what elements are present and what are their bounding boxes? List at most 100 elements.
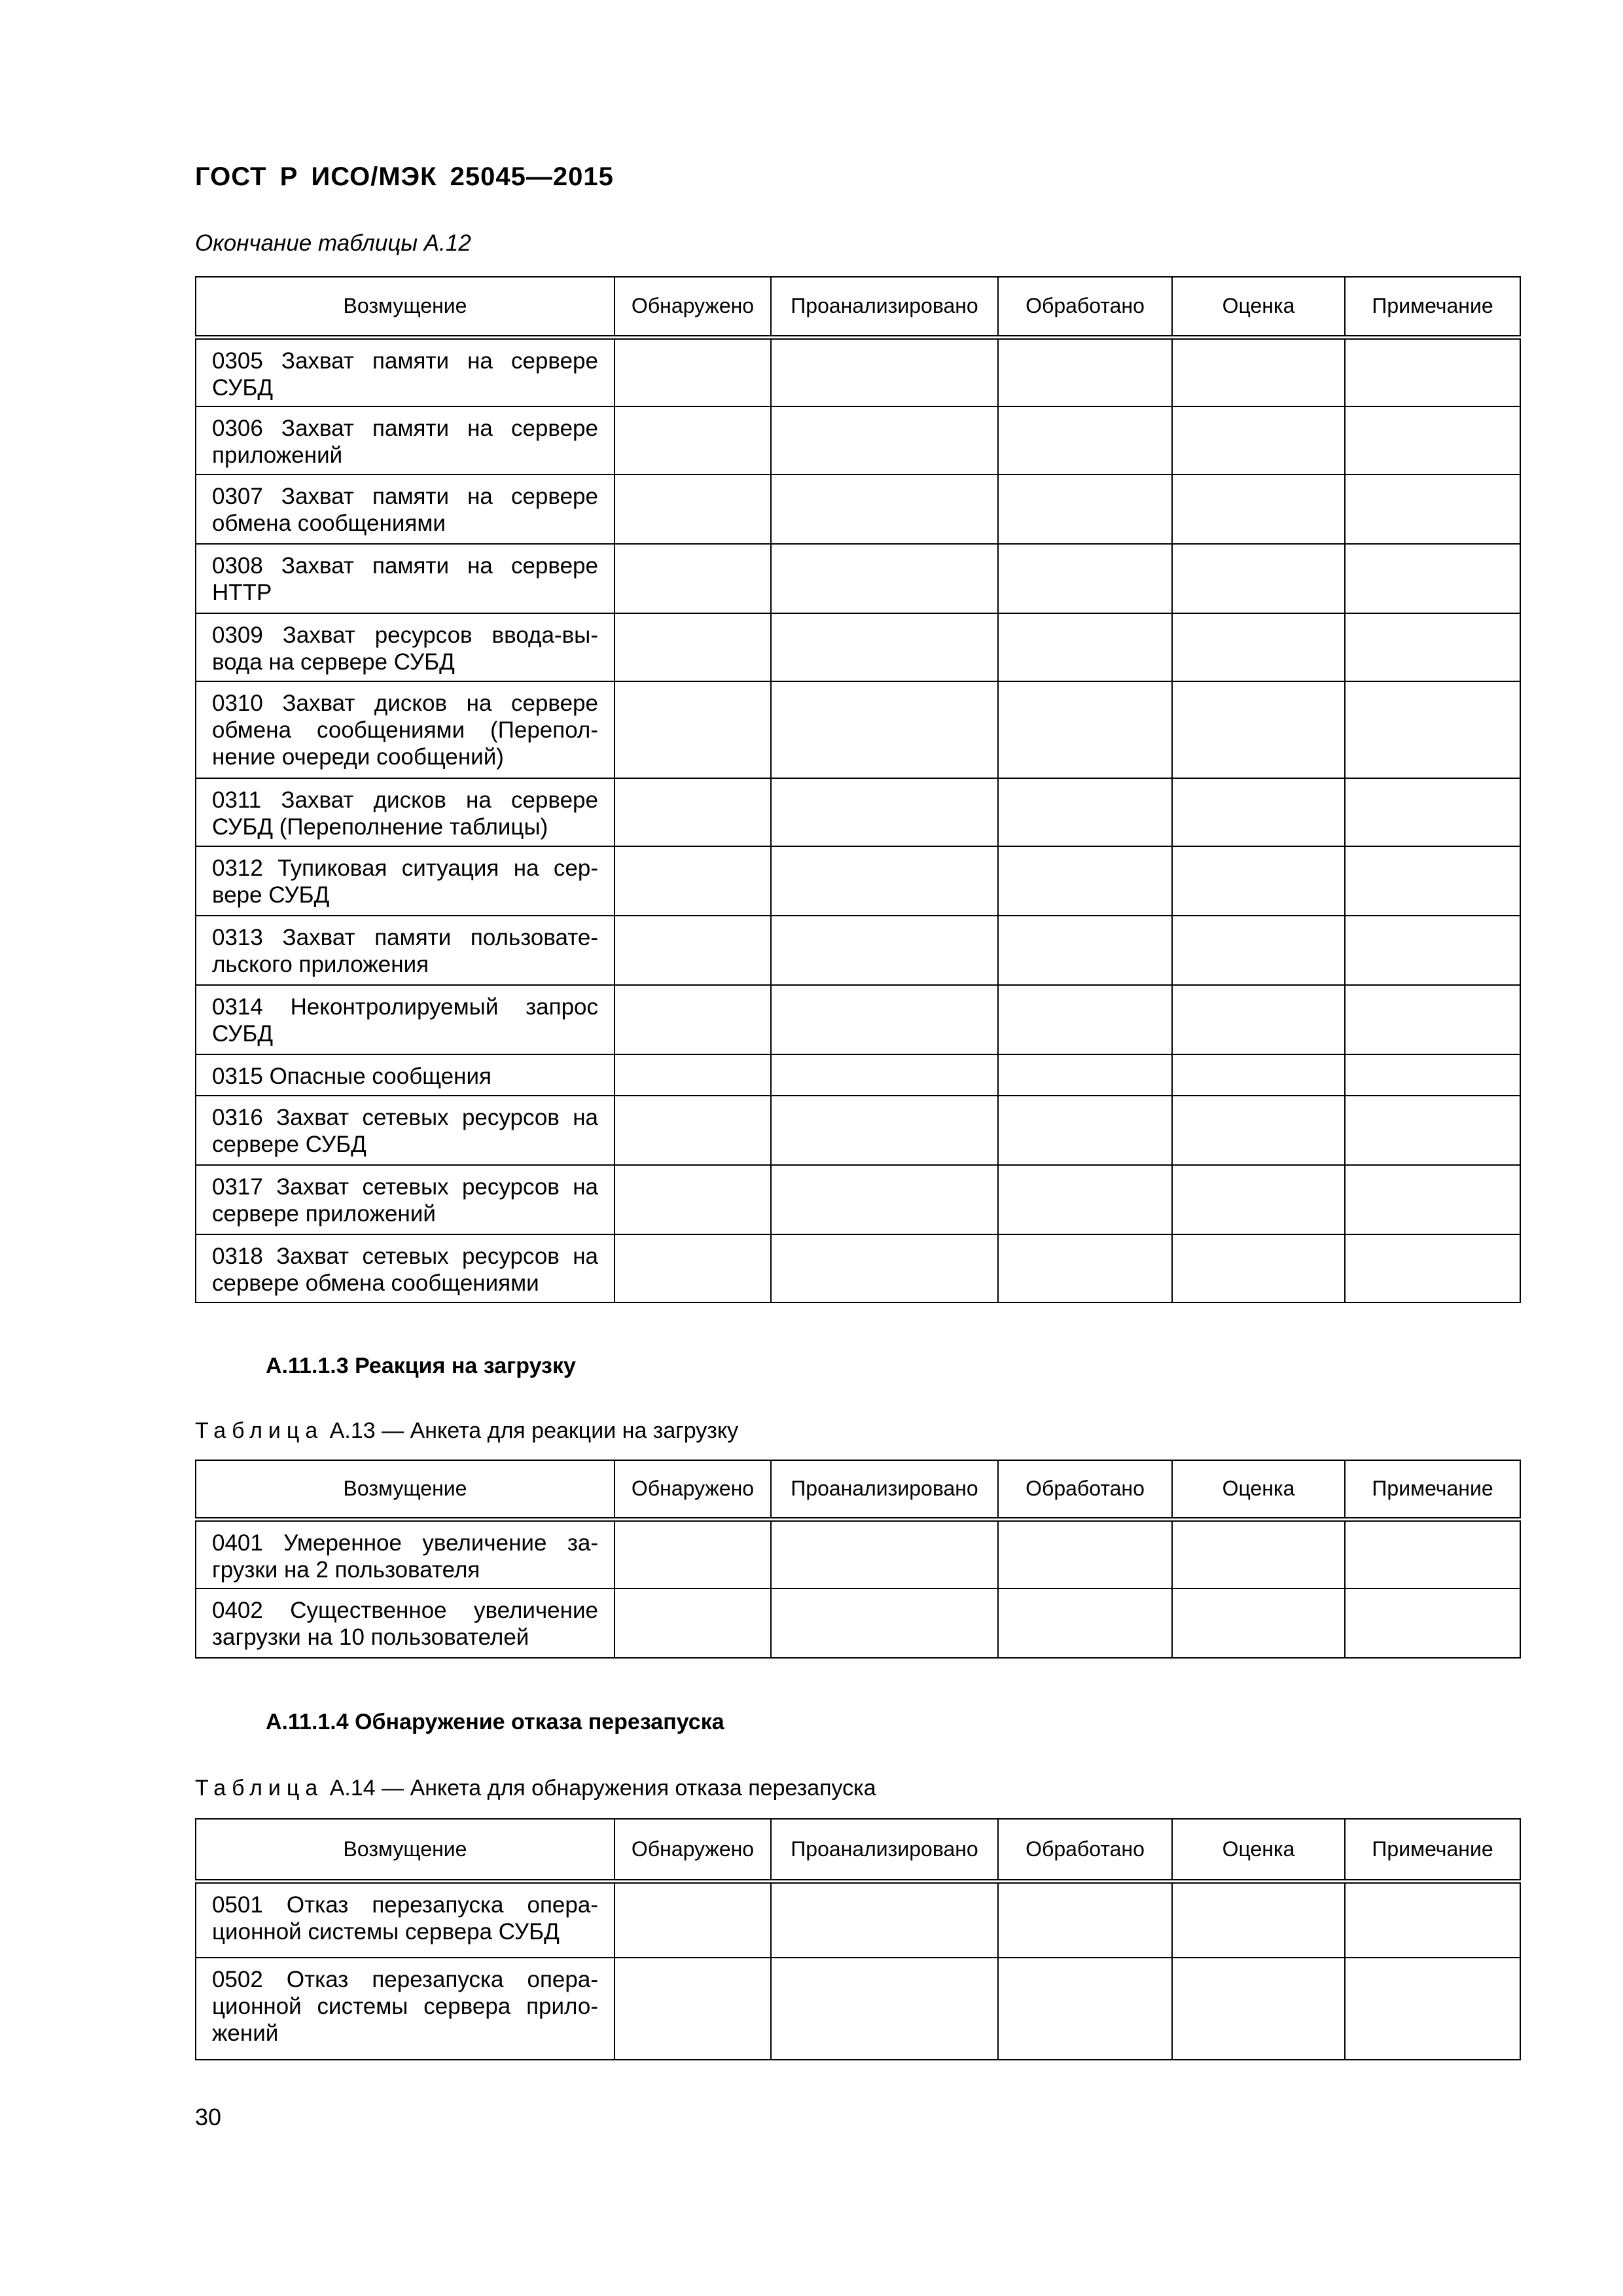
disturbance-cell: 0311 Захват дисков на сервере СУБД (Переп… — [195, 778, 615, 847]
page-number: 30 — [195, 2104, 222, 2130]
column-header: Возмущение — [195, 276, 615, 340]
rating-cell — [1171, 1588, 1346, 1659]
note-cell — [1344, 1054, 1521, 1096]
disturbance-text-line: ционной системы сервера прило- — [212, 1994, 598, 2019]
analyzed-cell — [770, 1880, 999, 1958]
table-row: 0306 Захват памяти на сервере приложений — [195, 406, 1521, 475]
disturbance-text-line: обмена сообщениями (Перепол- — [212, 717, 598, 743]
processed-cell — [997, 613, 1173, 682]
disturbance-text-line: 0311 Захват дисков на сервере — [212, 787, 598, 813]
processed-cell — [997, 915, 1173, 986]
caption-text: А.13 — Анкета для реакции на загрузку — [323, 1418, 739, 1443]
analyzed-cell — [770, 984, 999, 1055]
processed-cell — [997, 336, 1173, 407]
disturbance-text-line: сервере приложений — [212, 1201, 436, 1227]
analyzed-cell — [770, 474, 999, 545]
disturbance-text-line: 0313 Захват памяти пользовате- — [212, 925, 598, 950]
table-row: 0308 Захват памяти на сервере HTTP — [195, 543, 1521, 614]
detected-cell — [614, 1880, 772, 1958]
disturbance-text-line: 0317 Захват сетевых ресурсов на — [212, 1174, 598, 1200]
rating-cell — [1171, 915, 1346, 986]
rating-cell — [1171, 1880, 1346, 1958]
table-a13: Возмущение Обнаружено Проанализировано Обра… — [195, 1460, 1521, 1659]
disturbance-cell: 0501 Отказ перезапуска опера-ционной сис… — [195, 1880, 615, 1958]
rating-cell — [1171, 846, 1346, 916]
rating-cell — [1171, 1054, 1346, 1096]
table-row: 0318 Захват сетевых ресурсов на сервере о… — [195, 1234, 1521, 1303]
analyzed-cell — [770, 1164, 999, 1235]
disturbance-cell: 0309 Захват ресурсов ввода-вы-вода на се… — [195, 613, 615, 682]
disturbance-text-line: 0315 Опасные сообщения — [212, 1064, 491, 1089]
note-cell — [1344, 1880, 1521, 1958]
disturbance-text-line: HTTP — [212, 580, 272, 605]
document-title: ГОСТ Р ИСО/МЭК 25045—2015 — [195, 162, 614, 191]
disturbance-cell: 0305 Захват памяти на сервере СУБД — [195, 336, 615, 407]
disturbance-text-line: вода на сервере СУБД — [212, 649, 455, 675]
detected-cell — [614, 1164, 772, 1235]
disturbance-text-line: жений — [212, 2020, 279, 2046]
disturbance-text-line: 0312 Тупиковая ситуация на сер- — [212, 855, 598, 881]
processed-cell — [997, 1234, 1173, 1303]
disturbance-text-line: 0309 Захват ресурсов ввода-вы- — [212, 622, 598, 648]
column-header: Проанализировано — [770, 1818, 999, 1884]
note-cell — [1344, 1095, 1521, 1166]
processed-cell — [997, 681, 1173, 779]
column-header: Обнаружено — [614, 1460, 772, 1522]
note-cell — [1344, 1234, 1521, 1303]
detected-cell — [614, 336, 772, 407]
table-row: 0317 Захват сетевых ресурсов на сервере п… — [195, 1164, 1521, 1235]
note-cell — [1344, 406, 1521, 475]
detected-cell — [614, 1588, 772, 1659]
processed-cell — [997, 1880, 1173, 1958]
processed-cell — [997, 1054, 1173, 1096]
detected-cell — [614, 1518, 772, 1589]
processed-cell — [997, 474, 1173, 545]
header-row: Возмущение Обнаружено Проанализировано Обра… — [195, 276, 1521, 340]
disturbance-cell: 0315 Опасные сообщения — [195, 1054, 615, 1096]
detected-cell — [614, 915, 772, 986]
disturbance-text-line: сервере СУБД — [212, 1132, 366, 1157]
rating-cell — [1171, 474, 1346, 545]
note-cell — [1344, 1518, 1521, 1589]
disturbance-cell: 0401 Умеренное увеличение за-грузки на 2… — [195, 1518, 615, 1589]
table-row: 0315 Опасные сообщения — [195, 1054, 1521, 1096]
table-row: 0501 Отказ перезапуска опера-ционной сис… — [195, 1880, 1521, 1958]
detected-cell — [614, 778, 772, 847]
analyzed-cell — [770, 1588, 999, 1659]
table-a12: Возмущение Обнаружено Проанализировано Обра… — [195, 276, 1521, 1303]
disturbance-text-line: 0502 Отказ перезапуска опера- — [212, 1967, 598, 1992]
disturbance-cell: 0316 Захват сетевых ресурсов на сервере С… — [195, 1095, 615, 1166]
analyzed-cell — [770, 336, 999, 407]
column-header: Возмущение — [195, 1818, 615, 1884]
table-row: 0316 Захват сетевых ресурсов на сервере С… — [195, 1095, 1521, 1166]
disturbance-cell: 0310 Захват дисков на сервере обмена сооб… — [195, 681, 615, 779]
note-cell — [1344, 778, 1521, 847]
detected-cell — [614, 543, 772, 614]
disturbance-cell: 0402 Существенное увеличение загрузки на … — [195, 1588, 615, 1659]
detected-cell — [614, 406, 772, 475]
table-a14: Возмущение Обнаружено Проанализировано Обра… — [195, 1818, 1521, 2060]
disturbance-cell: 0317 Захват сетевых ресурсов на сервере п… — [195, 1164, 615, 1235]
column-header: Обнаружено — [614, 276, 772, 340]
analyzed-cell — [770, 1518, 999, 1589]
disturbance-cell: 0318 Захват сетевых ресурсов на сервере о… — [195, 1234, 615, 1303]
column-header: Обнаружено — [614, 1818, 772, 1884]
column-header: Примечание — [1344, 1460, 1521, 1522]
disturbance-cell: 0314 Неконтролируемый запрос СУБД — [195, 984, 615, 1055]
table-row: 0311 Захват дисков на сервере СУБД (Переп… — [195, 778, 1521, 847]
disturbance-text-line: загрузки на 10 пользователей — [212, 1624, 529, 1650]
detected-cell — [614, 846, 772, 916]
column-header: Примечание — [1344, 1818, 1521, 1884]
rating-cell — [1171, 1234, 1346, 1303]
disturbance-text-line: 0318 Захват сетевых ресурсов на — [212, 1244, 598, 1269]
rating-cell — [1171, 336, 1346, 407]
column-header: Обработано — [997, 1818, 1173, 1884]
disturbance-cell: 0312 Тупиковая ситуация на сер-вере СУБД — [195, 846, 615, 916]
analyzed-cell — [770, 846, 999, 916]
section-heading-a-11-1-3: А.11.1.3 Реакция на загрузку — [266, 1354, 576, 1378]
disturbance-text-line: 0306 Захват памяти на сервере — [212, 416, 598, 441]
disturbance-text-line: СУБД (Переполнение таблицы) — [212, 814, 548, 840]
processed-cell — [997, 406, 1173, 475]
disturbance-text-line: приложений — [212, 442, 343, 468]
processed-cell — [997, 1957, 1173, 2060]
